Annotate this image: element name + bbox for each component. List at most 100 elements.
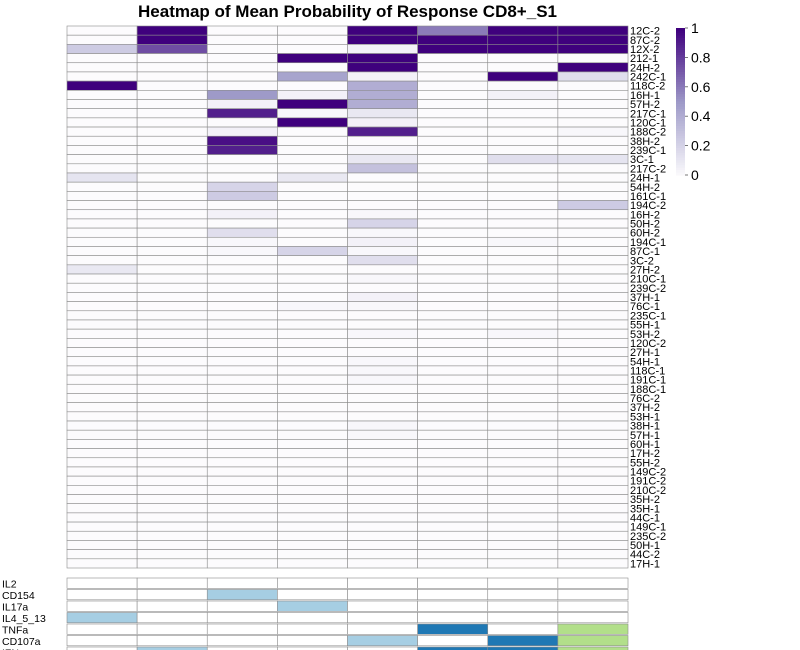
- heatmap-cell: [277, 503, 348, 514]
- annotation-cell: [136, 612, 208, 624]
- heatmap-cell: [136, 429, 208, 440]
- heatmap-cell: [347, 90, 418, 100]
- heatmap-cell: [136, 338, 208, 348]
- heatmap-cell: [277, 25, 348, 36]
- heatmap-cell: [136, 80, 208, 91]
- row-label: 44C-1: [630, 512, 660, 524]
- heatmap-cell: [347, 393, 418, 403]
- row-label: 235C-2: [630, 531, 666, 543]
- colorbar-segment: [676, 155, 685, 159]
- heatmap-cell: [206, 475, 278, 486]
- heatmap-cell: [206, 530, 278, 541]
- heatmap-cell: [277, 236, 348, 247]
- heatmap-cell: [136, 485, 208, 495]
- heatmap-cell: [347, 494, 418, 505]
- annotation-cell: [277, 577, 348, 589]
- heatmap-cell: [206, 448, 278, 459]
- heatmap-cell: [277, 494, 348, 505]
- heatmap-cell: [487, 530, 559, 541]
- heatmap-cell: [417, 181, 489, 192]
- heatmap-cell: [136, 273, 208, 284]
- heatmap-cell: [417, 200, 489, 211]
- heatmap-cell: [557, 420, 629, 431]
- heatmap-cell: [206, 172, 278, 183]
- heatmap-cell: [487, 200, 559, 211]
- heatmap-cell: [206, 365, 278, 376]
- heatmap-cell: [277, 310, 348, 321]
- heatmap-cell: [557, 99, 629, 109]
- annotation-cell: [277, 646, 348, 650]
- heatmap-cell: [206, 512, 278, 523]
- heatmap-cell: [417, 264, 489, 275]
- heatmap-cell: [347, 71, 418, 82]
- heatmap-cell: [66, 374, 138, 385]
- heatmap-cell: [417, 466, 489, 477]
- heatmap-cell: [277, 172, 348, 183]
- heatmap-cell: [417, 310, 489, 321]
- heatmap-cell: [417, 512, 489, 523]
- heatmap-cell: [277, 227, 348, 238]
- colorbar-segment: [676, 50, 685, 54]
- heatmap-cell: [206, 135, 278, 146]
- heatmap-cell: [487, 457, 559, 468]
- heatmap-cell: [206, 117, 278, 128]
- heatmap-cell: [66, 356, 138, 367]
- heatmap-cell: [136, 191, 208, 201]
- heatmap-cell: [347, 236, 418, 247]
- annotation-cell: [417, 635, 489, 647]
- heatmap-cell: [206, 53, 278, 64]
- heatmap-cell: [417, 448, 489, 459]
- row-label: 118C-2: [630, 81, 665, 93]
- row-label: 35H-1: [630, 503, 660, 515]
- annotation-cell: [347, 635, 418, 647]
- annotation-label: IL2: [2, 578, 17, 590]
- heatmap-cell: [557, 236, 629, 247]
- annotation-cell: [487, 623, 559, 635]
- annotation-cell: [206, 600, 278, 612]
- heatmap-cell: [206, 200, 278, 211]
- row-label: 37H-1: [630, 292, 660, 304]
- colorbar-segment: [676, 116, 685, 120]
- heatmap-cell: [487, 374, 559, 385]
- heatmap-cell: [347, 429, 418, 440]
- heatmap-cell: [417, 494, 489, 505]
- heatmap-cell: [487, 163, 559, 174]
- annotation-cell: [347, 612, 418, 624]
- heatmap-cell: [557, 34, 629, 45]
- annotation-cell: [557, 600, 629, 612]
- heatmap-cell: [487, 383, 559, 394]
- colorbar-segment: [676, 138, 685, 142]
- heatmap-cell: [347, 227, 418, 238]
- heatmap-cell: [557, 126, 629, 137]
- heatmap-cell: [136, 282, 208, 293]
- colorbar-segment: [676, 35, 685, 39]
- heatmap-cell: [277, 301, 348, 312]
- heatmap-cell: [136, 494, 208, 505]
- colorbar-segment: [676, 145, 685, 149]
- annotation-label: CD154: [2, 590, 35, 602]
- heatmap-cell: [417, 25, 489, 36]
- heatmap-cell: [557, 494, 629, 505]
- annotation-cell: [136, 577, 208, 589]
- annotation-label: IFNg: [2, 647, 25, 650]
- heatmap-cell: [557, 135, 629, 146]
- heatmap-cell: [417, 521, 489, 532]
- heatmap-cell: [136, 246, 208, 256]
- heatmap-cell: [487, 292, 559, 302]
- heatmap-cell: [206, 356, 278, 367]
- heatmap-cell: [206, 457, 278, 468]
- heatmap-cell: [557, 558, 629, 569]
- heatmap-cell: [487, 236, 559, 247]
- heatmap-cell: [206, 374, 278, 385]
- heatmap-cell: [557, 338, 629, 348]
- heatmap-cell: [277, 347, 348, 358]
- heatmap-cell: [487, 310, 559, 321]
- annotation-cell: [417, 623, 489, 635]
- heatmap-cell: [417, 365, 489, 376]
- heatmap-cell: [487, 135, 559, 146]
- heatmap-cell: [417, 328, 489, 339]
- heatmap-cell: [347, 80, 418, 91]
- heatmap-cell: [206, 99, 278, 109]
- heatmap-cell: [277, 356, 348, 367]
- row-label: 149C-2: [630, 467, 666, 479]
